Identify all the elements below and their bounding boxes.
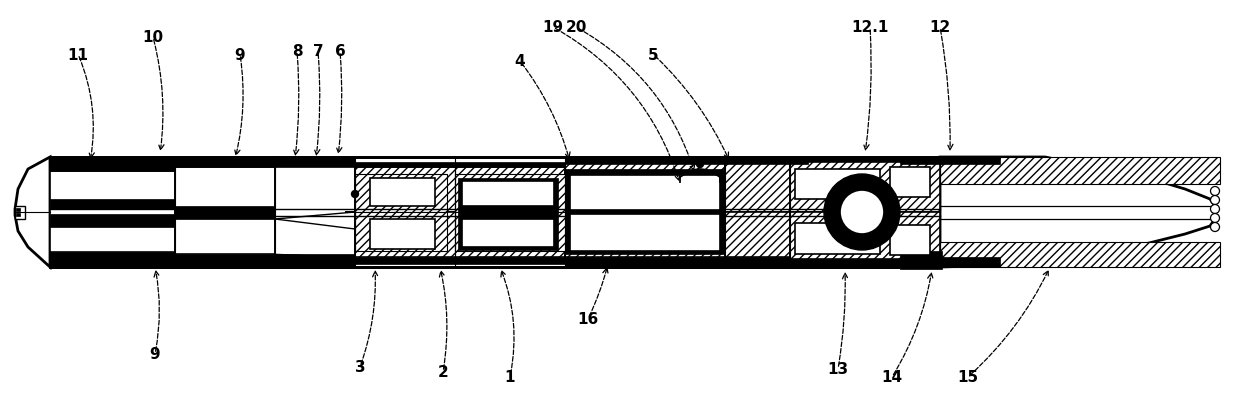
Bar: [725, 257, 790, 267]
Polygon shape: [15, 158, 50, 267]
Bar: [565, 257, 725, 267]
Bar: [175, 207, 275, 220]
Bar: [463, 181, 554, 207]
Bar: [355, 175, 446, 213]
Bar: [458, 179, 558, 213]
Bar: [725, 213, 790, 257]
Bar: [790, 158, 808, 164]
Bar: [15, 207, 25, 220]
Text: 15: 15: [957, 370, 978, 385]
Bar: [570, 215, 720, 252]
Bar: [565, 158, 725, 164]
Circle shape: [1210, 196, 1219, 205]
Bar: [458, 213, 558, 250]
Bar: [50, 252, 175, 267]
Text: 9: 9: [150, 347, 160, 362]
Text: 9: 9: [234, 47, 246, 62]
Bar: [50, 158, 940, 267]
Text: 10: 10: [143, 30, 164, 45]
Bar: [50, 215, 175, 228]
Polygon shape: [275, 158, 355, 267]
Text: 2: 2: [438, 364, 449, 379]
Bar: [175, 158, 275, 168]
Bar: [725, 164, 790, 213]
Bar: [463, 220, 554, 247]
Bar: [455, 213, 565, 252]
Bar: [790, 213, 940, 259]
Bar: [355, 162, 565, 168]
Text: 11: 11: [67, 47, 88, 62]
Text: 3: 3: [355, 360, 366, 375]
Bar: [275, 254, 355, 267]
Polygon shape: [275, 254, 355, 267]
Bar: [355, 168, 565, 213]
Bar: [275, 158, 355, 168]
Bar: [900, 252, 942, 269]
Bar: [50, 158, 175, 172]
Text: 13: 13: [827, 362, 848, 377]
Bar: [790, 259, 940, 267]
Text: 7: 7: [312, 45, 324, 60]
Bar: [795, 224, 880, 254]
Bar: [175, 168, 275, 254]
Bar: [940, 243, 1220, 267]
Text: 12: 12: [929, 20, 951, 35]
Bar: [565, 164, 725, 213]
Circle shape: [1210, 223, 1219, 232]
Bar: [790, 261, 808, 267]
Text: ..........: ..........: [206, 162, 221, 167]
Bar: [175, 254, 275, 267]
Bar: [370, 220, 435, 249]
Circle shape: [351, 191, 358, 198]
Text: 12.1: 12.1: [852, 20, 889, 35]
Polygon shape: [940, 158, 1215, 267]
Circle shape: [1210, 187, 1219, 196]
Text: 19: 19: [542, 20, 563, 35]
Bar: [790, 158, 940, 162]
Bar: [16, 209, 20, 211]
Text: 5: 5: [647, 47, 658, 62]
Bar: [890, 168, 930, 198]
Text: 14: 14: [882, 370, 903, 385]
Bar: [940, 158, 999, 164]
Circle shape: [1210, 214, 1219, 223]
Text: 6: 6: [335, 45, 346, 60]
Circle shape: [825, 175, 900, 250]
Bar: [900, 158, 942, 164]
Text: 16: 16: [578, 312, 599, 327]
Bar: [565, 213, 725, 257]
Bar: [940, 158, 1220, 185]
Circle shape: [697, 161, 703, 168]
Bar: [795, 170, 880, 200]
Circle shape: [839, 190, 884, 234]
Text: 4: 4: [515, 54, 526, 69]
Bar: [570, 175, 720, 211]
Bar: [355, 257, 565, 264]
Circle shape: [1210, 205, 1219, 214]
Bar: [16, 213, 20, 216]
Bar: [790, 162, 940, 213]
Bar: [565, 213, 725, 254]
Bar: [355, 213, 446, 252]
Text: 8: 8: [291, 45, 303, 60]
Bar: [370, 179, 435, 207]
Bar: [50, 200, 175, 209]
Bar: [890, 226, 930, 256]
Bar: [565, 170, 725, 213]
Text: 1: 1: [505, 370, 516, 385]
Bar: [725, 158, 790, 164]
Text: 20: 20: [565, 20, 587, 35]
Bar: [940, 257, 999, 267]
Bar: [355, 213, 565, 257]
Bar: [455, 175, 565, 213]
Bar: [50, 172, 175, 252]
